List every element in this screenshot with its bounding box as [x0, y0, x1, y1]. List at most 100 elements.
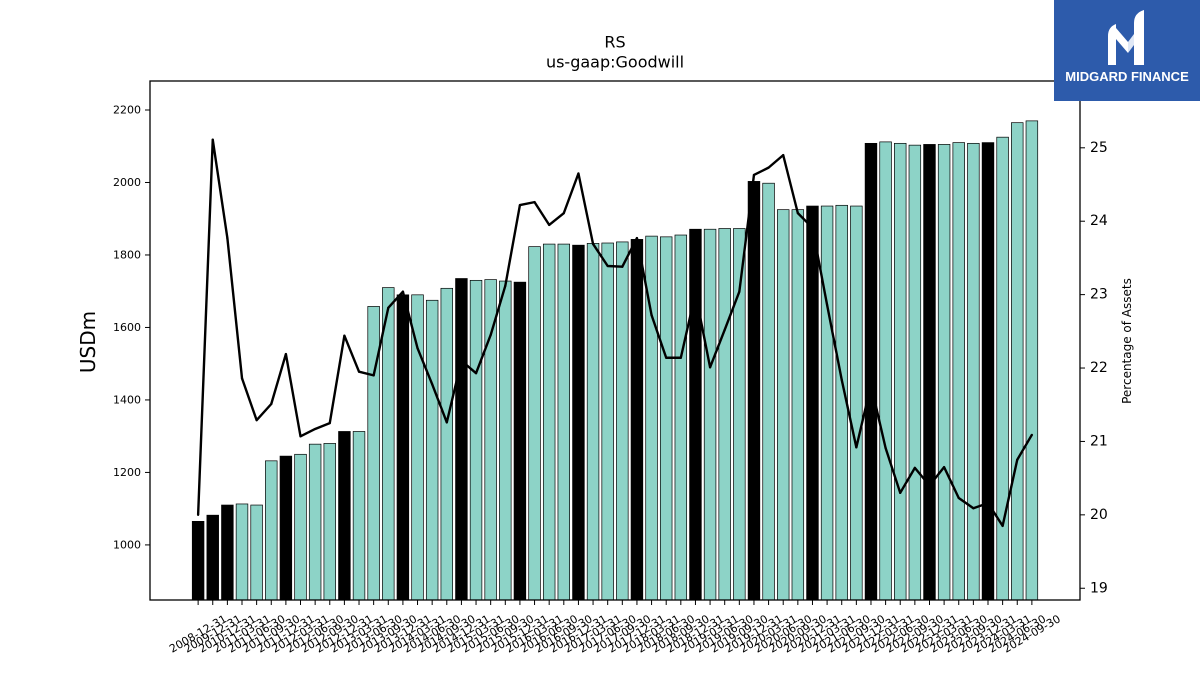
line-point [357, 370, 361, 373]
line-point [665, 356, 668, 359]
bar [718, 228, 731, 601]
bar [616, 241, 629, 601]
bar-series [191, 120, 1039, 601]
bar [206, 514, 219, 601]
bar [557, 243, 571, 601]
bar [937, 144, 951, 601]
bar [323, 443, 336, 601]
line-point [855, 446, 858, 449]
y2-tick-label: 20 [1090, 507, 1108, 523]
line-point [1001, 524, 1004, 527]
line-point [635, 236, 639, 240]
bar [455, 278, 468, 601]
line-series [196, 138, 1033, 528]
bar [791, 209, 805, 601]
bar [572, 244, 585, 601]
line-point [606, 264, 609, 268]
line-point [197, 513, 200, 516]
plot-frame [149, 80, 1081, 601]
line-point [416, 347, 419, 350]
y-axis-label: USDm [76, 311, 100, 373]
bar [440, 287, 453, 601]
bar [265, 460, 278, 601]
bar [806, 205, 819, 601]
line-point [474, 372, 478, 375]
bar [469, 279, 483, 601]
line-point [913, 466, 916, 469]
y-axis-left: 1000 1200 1400 1600 1800 2000 2200 [113, 103, 150, 551]
bar [894, 142, 907, 601]
line-point [299, 435, 302, 438]
line-point [708, 366, 712, 369]
line-point [314, 427, 317, 431]
line-point [825, 303, 829, 306]
bar [630, 239, 644, 601]
line-point [1030, 433, 1033, 436]
midgard-finance-logo: MIDGARD FINANCE [1054, 0, 1200, 101]
line-point [796, 212, 799, 215]
bar [279, 455, 293, 601]
line-point [226, 236, 229, 240]
line-point [284, 352, 287, 356]
y-tick-label: 1600 [113, 321, 141, 334]
y-tick-label: 2200 [113, 103, 141, 116]
bar [703, 228, 717, 601]
bar [601, 242, 614, 601]
chart-subtitle: us-gaap:Goodwill [546, 53, 684, 72]
bar [513, 281, 527, 601]
y2-axis-label: Percentage of Assets [1120, 278, 1134, 404]
bar [396, 294, 410, 601]
line-point [752, 173, 756, 177]
chart-title: RS [604, 33, 625, 52]
line-point [387, 306, 390, 309]
line-point [577, 172, 580, 175]
bar [221, 504, 234, 601]
line-point [869, 383, 873, 387]
bar [952, 142, 965, 601]
line-point [548, 223, 551, 226]
bar [923, 144, 936, 601]
x-axis: 2008-12-312009-12-312010-12-312011-03-31… [167, 600, 1063, 656]
bar [586, 243, 600, 601]
line-point [986, 502, 990, 505]
line-point [211, 138, 214, 141]
bar [528, 246, 541, 601]
bar [235, 503, 249, 601]
bar [674, 234, 688, 601]
line-point [957, 496, 960, 500]
line-point [504, 284, 507, 287]
line-point [840, 378, 843, 381]
percentage-line [196, 138, 1033, 528]
line-point [328, 421, 331, 425]
y-tick-label: 1800 [113, 248, 141, 261]
bar [338, 431, 351, 601]
y-tick-label: 1000 [113, 538, 141, 551]
bar [382, 287, 395, 601]
bar [996, 136, 1009, 601]
midgard-m-icon [1108, 10, 1144, 65]
bar [1025, 120, 1039, 601]
bar [250, 504, 263, 601]
line-point [899, 491, 902, 494]
bar [908, 144, 922, 601]
bar [981, 142, 995, 601]
line-point [928, 484, 931, 487]
line-point [723, 328, 726, 331]
line-point [738, 290, 741, 293]
logo-text: MIDGARD FINANCE [1065, 69, 1189, 84]
line-point [445, 421, 448, 424]
bar [689, 228, 702, 601]
y2-tick-label: 22 [1090, 360, 1108, 376]
line-point [489, 333, 492, 337]
line-point [884, 446, 887, 450]
line-point [782, 154, 785, 157]
line-point [533, 201, 536, 204]
bar [352, 431, 366, 601]
y2-tick-label: 25 [1090, 140, 1108, 156]
y-tick-label: 1400 [113, 393, 141, 406]
bar [308, 443, 322, 601]
bar [542, 243, 556, 601]
bar [484, 279, 497, 601]
bar [425, 299, 439, 601]
